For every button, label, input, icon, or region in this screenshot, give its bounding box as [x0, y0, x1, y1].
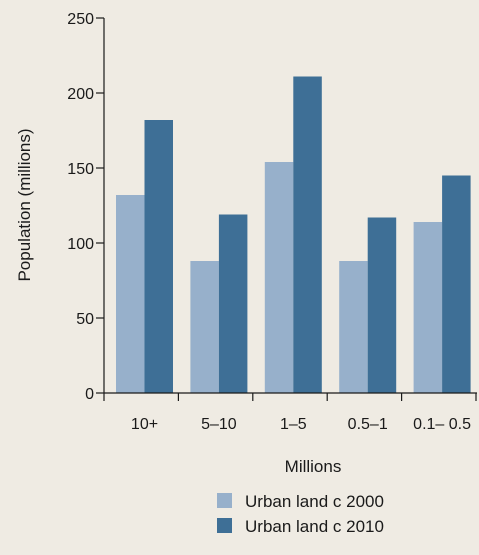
bar-series1-3	[339, 261, 368, 393]
legend-label-1: Urban land c 2000	[245, 492, 384, 511]
bar-series2-3	[367, 217, 397, 393]
bar-series1-1	[190, 261, 219, 393]
bar-series2-2	[293, 76, 322, 393]
x-tick-label: 5–10	[201, 416, 237, 433]
x-tick-label: 0.1– 0.5	[413, 416, 471, 433]
y-axis: 0 50 100 150 200 250	[67, 11, 105, 403]
y-tick-label: 150	[67, 161, 94, 178]
bar-series1-0	[116, 195, 145, 393]
x-axis: 10+ 5–10 1–5 0.5–1 0.1– 0.5	[103, 392, 477, 433]
bar-series2-4	[442, 175, 471, 393]
legend-swatch-1	[217, 493, 232, 508]
bar-series1-4	[413, 222, 443, 393]
y-tick-label: 200	[67, 86, 94, 103]
y-tick-label: 100	[67, 236, 94, 253]
plot-area	[116, 76, 471, 393]
y-axis-title: Population (millions)	[15, 128, 34, 281]
y-tick-label: 0	[85, 386, 94, 403]
x-tick-label: 10+	[131, 416, 158, 433]
legend: Urban land c 2000 Urban land c 2010	[217, 492, 384, 536]
legend-label-2: Urban land c 2010	[245, 517, 384, 536]
x-tick-label: 0.5–1	[348, 416, 388, 433]
legend-swatch-2	[217, 518, 232, 533]
bar-series2-1	[218, 214, 248, 393]
y-tick-label: 50	[76, 311, 94, 328]
x-tick-label: 1–5	[280, 416, 307, 433]
y-tick-label: 250	[67, 11, 94, 28]
x-axis-title: Millions	[285, 457, 342, 476]
bar-series1-2	[264, 162, 294, 393]
bar-series2-0	[144, 120, 173, 393]
